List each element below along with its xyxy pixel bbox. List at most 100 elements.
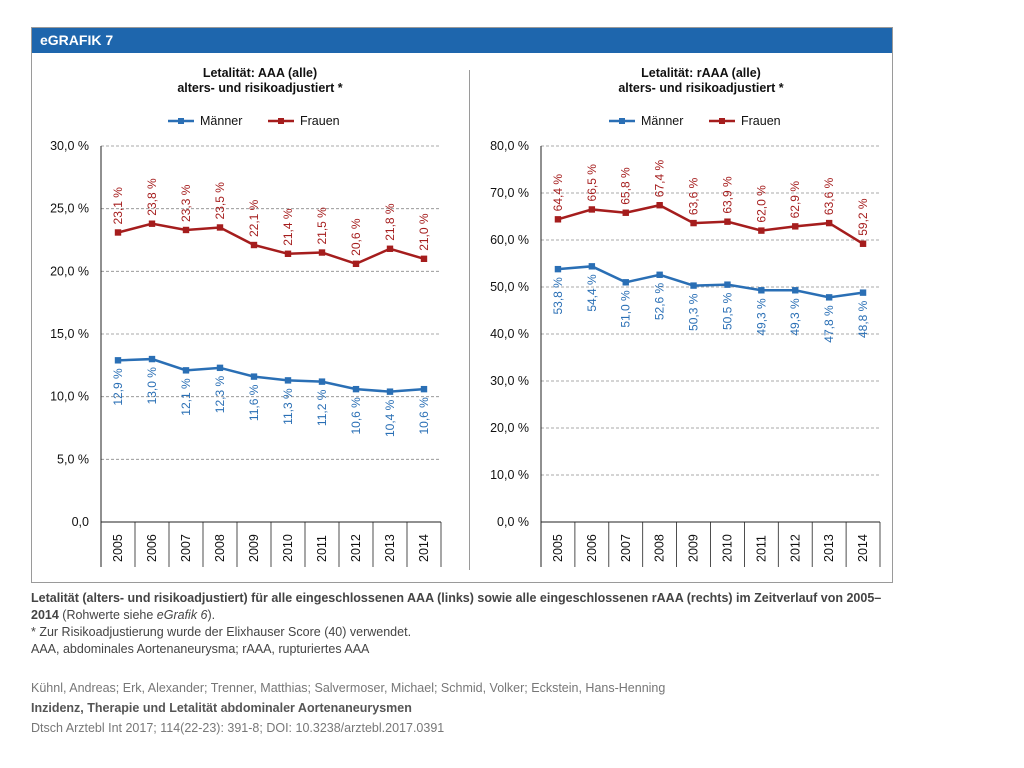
aaa-point-men-2007	[182, 367, 190, 374]
raaa-point-men-2008	[656, 271, 663, 278]
raaa-point-men-2013	[825, 294, 833, 301]
raaa-ytick-label-7: 70,0 %	[490, 186, 529, 200]
raaa-point-women-2006	[588, 206, 596, 213]
raaa-point-women-2009	[690, 219, 697, 227]
raaa-label-women-2006: 66,5 %	[585, 164, 599, 202]
raaa-ytick-label-1: 10,0 %	[490, 468, 529, 482]
aaa-point-women-2013	[386, 245, 394, 252]
raaa-label-men-2009: 50,3 %	[687, 293, 701, 331]
raaa-ytick-label-6: 60,0 %	[490, 233, 529, 247]
raaa-label-women-2013: 63,6 %	[822, 177, 836, 215]
raaa-point-women-2014	[859, 240, 867, 247]
raaa-point-women-2013	[825, 219, 833, 227]
aaa-label-women-2009: 22,1 %	[247, 199, 261, 237]
raaa-legend-men-marker	[619, 118, 625, 124]
caption-normal-b: ).	[207, 608, 216, 622]
aaa-label-men-2013: 10,4 %	[383, 399, 397, 437]
aaa-label-women-2011: 21,5 %	[315, 207, 329, 245]
raaa-xtick-label-2012: 2012	[788, 534, 802, 562]
aaa-point-men-2009	[250, 373, 258, 380]
citation-authors: Kühnl, Andreas; Erk, Alexander; Trenner,…	[31, 681, 666, 695]
aaa-label-men-2008: 12,3 %	[213, 376, 227, 414]
raaa-xtick-label-2010: 2010	[720, 534, 734, 562]
aaa-title: Letalität: AAA (alle)	[203, 66, 317, 80]
aaa-point-women-2006	[148, 220, 156, 227]
raaa-label-men-2008: 52,6 %	[653, 282, 667, 320]
raaa-point-men-2007	[622, 279, 629, 286]
aaa-point-women-2010	[284, 250, 292, 257]
aaa-ytick-label-3: 15,0 %	[50, 327, 89, 341]
raaa-label-men-2006: 54,4 %	[585, 274, 599, 312]
aaa-point-men-2014	[420, 385, 428, 393]
aaa-point-men-2008	[216, 364, 224, 372]
chart-raaa: Letalität: rAAA (alle)alters- und risiko…	[490, 66, 881, 567]
raaa-point-women-2012	[792, 223, 799, 230]
aaa-ytick-label-2: 10,0 %	[50, 390, 89, 404]
aaa-point-men-2013	[386, 388, 394, 395]
aaa-label-men-2006: 13,0 %	[145, 367, 159, 405]
aaa-point-women-2005	[114, 229, 122, 236]
raaa-label-men-2014: 48,8 %	[856, 300, 870, 338]
aaa-xtick-label-2011: 2011	[315, 535, 329, 562]
aaa-ytick-label-1: 5,0 %	[57, 452, 89, 466]
aaa-label-women-2012: 20,6 %	[349, 218, 363, 256]
aaa-subtitle: alters- und risikoadjustiert *	[177, 81, 342, 95]
raaa-label-men-2007: 51,0 %	[619, 290, 633, 328]
aaa-label-women-2005: 23,1 %	[111, 187, 125, 225]
aaa-point-women-2011	[318, 249, 326, 256]
citation: Kühnl, Andreas; Erk, Alexander; Trenner,…	[31, 678, 665, 738]
aaa-label-women-2008: 23,5 %	[213, 182, 227, 220]
raaa-point-women-2010	[724, 218, 731, 225]
raaa-ytick-label-4: 40,0 %	[490, 327, 529, 341]
raaa-label-women-2014: 59,2 %	[856, 198, 870, 236]
raaa-label-men-2011: 49,3 %	[754, 298, 768, 336]
caption-line-2: * Zur Risikoadjustierung wurde der Elixh…	[31, 625, 412, 639]
aaa-point-women-2007	[182, 226, 190, 234]
raaa-label-women-2005: 64,4 %	[551, 174, 565, 212]
raaa-xtick-label-2013: 2013	[822, 534, 836, 562]
aaa-label-women-2007: 23,3 %	[179, 184, 193, 222]
aaa-point-men-2006	[148, 355, 156, 363]
aaa-ytick-label-0: 0,0	[72, 515, 89, 529]
aaa-label-women-2010: 21,4 %	[281, 208, 295, 246]
raaa-label-women-2012: 62,9 %	[788, 181, 802, 219]
raaa-series-women-line	[557, 203, 864, 245]
raaa-legend-women-marker	[719, 118, 725, 124]
figure-header-bar: eGRAFIK 7	[32, 28, 892, 53]
aaa-xtick-label-2013: 2013	[383, 534, 397, 562]
raaa-subtitle: alters- und risikoadjustiert *	[618, 81, 783, 95]
aaa-ytick-label-6: 30,0 %	[50, 139, 89, 153]
citation-title: Inzidenz, Therapie und Letalität abdomin…	[31, 701, 412, 715]
raaa-xtick-label-2011: 2011	[754, 535, 768, 562]
raaa-ytick-label-8: 80,0 %	[490, 139, 529, 153]
aaa-point-women-2012	[352, 260, 360, 268]
raaa-label-men-2005: 53,8 %	[551, 277, 565, 315]
raaa-label-men-2013: 47,8 %	[822, 305, 836, 343]
caption-line-3: AAA, abdominales Aortenaneurysma; rAAA, …	[31, 642, 370, 656]
aaa-point-men-2005	[114, 357, 122, 364]
aaa-label-men-2011: 11,2 %	[315, 389, 329, 426]
raaa-xtick-label-2005: 2005	[551, 534, 565, 562]
raaa-ytick-label-0: 0,0 %	[497, 515, 529, 529]
aaa-label-men-2009: 11,6 %	[247, 384, 261, 421]
raaa-ytick-label-3: 30,0 %	[490, 374, 529, 388]
caption-line-1: Letalität (alters- und risikoadjustiert)…	[31, 590, 891, 624]
raaa-xtick-label-2007: 2007	[619, 534, 633, 562]
aaa-point-women-2014	[420, 255, 428, 262]
aaa-point-men-2011	[318, 378, 326, 385]
raaa-label-women-2007: 65,8 %	[619, 167, 633, 205]
aaa-label-men-2005: 12,9 %	[111, 368, 125, 406]
raaa-xtick-label-2006: 2006	[585, 534, 599, 562]
aaa-legend-men-label: Männer	[200, 114, 242, 128]
raaa-point-women-2007	[622, 209, 629, 216]
raaa-point-women-2011	[758, 227, 765, 234]
raaa-point-men-2011	[758, 287, 765, 294]
aaa-label-women-2014: 21,0 %	[417, 213, 431, 251]
aaa-series-men-line	[117, 357, 425, 393]
aaa-legend-women-marker	[278, 118, 284, 124]
caption-normal-a: (Rohwerte siehe	[58, 608, 157, 622]
raaa-xtick-label-2014: 2014	[856, 534, 870, 562]
raaa-ytick-label-5: 50,0 %	[490, 280, 529, 294]
aaa-xtick-label-2006: 2006	[145, 534, 159, 562]
raaa-point-women-2005	[554, 216, 562, 223]
